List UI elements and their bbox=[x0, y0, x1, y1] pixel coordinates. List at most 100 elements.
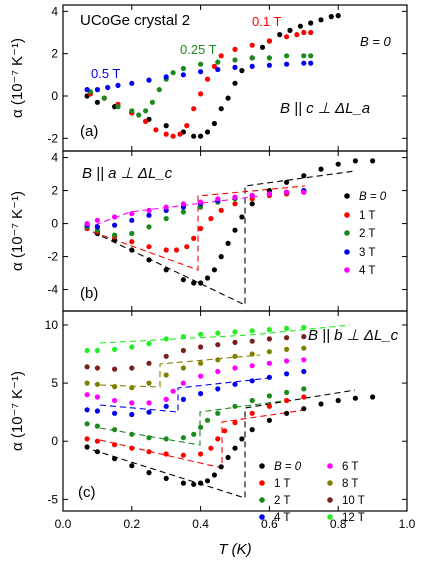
point-2-5-0 bbox=[84, 380, 90, 386]
y-axis-label-c: α (10⁻⁷ K⁻¹) bbox=[9, 371, 26, 451]
point-0-0-19 bbox=[287, 27, 293, 33]
point-0-1-10 bbox=[191, 106, 197, 112]
point-0-3-2 bbox=[105, 84, 111, 91]
point-2-6-0 bbox=[84, 364, 90, 370]
point-0-2-16 bbox=[284, 53, 290, 59]
point-2-5-8 bbox=[215, 357, 221, 363]
point-0-1-18 bbox=[284, 34, 290, 40]
point-0-1-20 bbox=[301, 29, 307, 36]
point-1-0-18 bbox=[301, 173, 307, 179]
point-2-4-13 bbox=[284, 358, 290, 364]
point-2-3-12 bbox=[284, 371, 290, 377]
point-1-4-6 bbox=[180, 201, 186, 207]
point-2-7-11 bbox=[266, 327, 272, 333]
point-1-0-13 bbox=[232, 227, 238, 233]
point-0-2-7 bbox=[156, 87, 162, 93]
point-2-7-9 bbox=[232, 329, 238, 335]
point-0-1-4 bbox=[143, 118, 149, 124]
point-2-3-13 bbox=[301, 368, 307, 375]
point-0-1-13 bbox=[211, 63, 217, 69]
point-0-0-12 bbox=[225, 95, 231, 101]
point-0-3-3 bbox=[115, 82, 121, 88]
point-1-0-14 bbox=[239, 214, 245, 220]
legend-marker-2-7 bbox=[327, 514, 333, 520]
point-0-3-6 bbox=[163, 74, 169, 80]
point-1-0-19 bbox=[318, 166, 324, 172]
point-1-3-3 bbox=[129, 217, 135, 223]
ytick-label-2-0: -5 bbox=[47, 492, 58, 506]
point-0-1-19 bbox=[294, 31, 300, 38]
legend-marker-1-4 bbox=[344, 267, 350, 273]
panel-b-guides bbox=[92, 170, 356, 306]
label-a-0.1T: 0.1 T bbox=[252, 14, 281, 29]
point-2-5-10 bbox=[249, 351, 255, 357]
point-0-2-9 bbox=[170, 70, 176, 76]
ytick-label-2-1: 0 bbox=[51, 434, 58, 448]
point-2-5-4 bbox=[146, 380, 152, 386]
point-2-1-12 bbox=[249, 410, 255, 416]
point-2-4-8 bbox=[198, 373, 204, 379]
point-1-0-12 bbox=[225, 240, 231, 246]
point-1-0-11 bbox=[218, 254, 224, 260]
point-2-7-0 bbox=[84, 347, 90, 354]
point-2-6-3 bbox=[129, 365, 135, 371]
panel-b-label: (b) bbox=[80, 285, 98, 302]
point-2-2-6 bbox=[180, 435, 186, 441]
point-2-5-2 bbox=[112, 384, 118, 390]
point-1-2-3 bbox=[129, 230, 135, 237]
point-1-0-6 bbox=[180, 277, 186, 283]
point-0-3-0 bbox=[84, 87, 90, 93]
guide-c-green bbox=[99, 399, 291, 446]
point-2-7-2 bbox=[112, 346, 118, 352]
point-2-3-6 bbox=[180, 396, 186, 402]
point-0-2-1 bbox=[101, 95, 107, 101]
point-0-1-15 bbox=[232, 46, 238, 53]
point-2-0-2 bbox=[112, 456, 118, 462]
point-0-2-10 bbox=[180, 65, 186, 72]
point-2-0-6 bbox=[180, 480, 186, 486]
point-2-3-4 bbox=[146, 409, 152, 415]
point-2-2-5 bbox=[163, 436, 169, 442]
point-0-0-8 bbox=[198, 133, 204, 139]
point-2-3-1 bbox=[94, 408, 100, 414]
point-2-0-16 bbox=[266, 417, 272, 423]
point-0-2-3 bbox=[129, 108, 135, 114]
point-2-4-4 bbox=[146, 400, 152, 406]
point-2-2-2 bbox=[112, 427, 118, 433]
point-2-5-9 bbox=[232, 353, 238, 359]
point-2-5-11 bbox=[266, 349, 272, 355]
ytick-label-0-1: 0 bbox=[51, 89, 58, 103]
point-0-2-13 bbox=[232, 57, 238, 63]
point-2-6-1 bbox=[94, 365, 100, 371]
point-2-1-11 bbox=[232, 420, 238, 426]
point-1-0-15 bbox=[249, 201, 255, 207]
point-0-2-11 bbox=[198, 61, 204, 67]
point-0-2-15 bbox=[266, 55, 272, 61]
xtick-label-4: 0.8 bbox=[330, 517, 347, 531]
point-2-6-4 bbox=[146, 360, 152, 366]
point-2-4-12 bbox=[266, 360, 272, 366]
point-2-3-10 bbox=[249, 378, 255, 384]
legend-marker-1-3 bbox=[344, 249, 350, 255]
legend-marker-2-5 bbox=[327, 480, 333, 486]
point-0-3-11 bbox=[249, 63, 255, 69]
legend-marker-2-1 bbox=[259, 480, 265, 486]
guide-c-blue bbox=[99, 377, 271, 413]
point-2-4-3 bbox=[129, 400, 135, 406]
ytick-label-2-3: 10 bbox=[45, 318, 59, 332]
panel-b-annotation: B || a ⊥ ΔL_c bbox=[82, 165, 173, 182]
ytick-label-1-1: -2 bbox=[47, 250, 58, 264]
point-2-5-5 bbox=[163, 372, 169, 378]
point-0-3-9 bbox=[215, 66, 221, 73]
point-2-1-15 bbox=[301, 394, 307, 400]
point-0-1-11 bbox=[198, 91, 204, 97]
point-0-1-14 bbox=[218, 53, 224, 59]
point-2-5-12 bbox=[284, 346, 290, 352]
point-1-4-13 bbox=[301, 189, 307, 195]
point-0-1-5 bbox=[153, 127, 159, 133]
point-1-1-5 bbox=[163, 247, 169, 253]
point-1-0-9 bbox=[204, 275, 211, 281]
axis-ticks: -2 0 2 4 -4 -2 0 2 4 -5 0 5 10 0.0 0.2 0.4 0.6 0.8 1.0 bbox=[45, 4, 416, 531]
point-0-3-14 bbox=[301, 60, 307, 66]
point-2-5-6 bbox=[180, 365, 186, 371]
